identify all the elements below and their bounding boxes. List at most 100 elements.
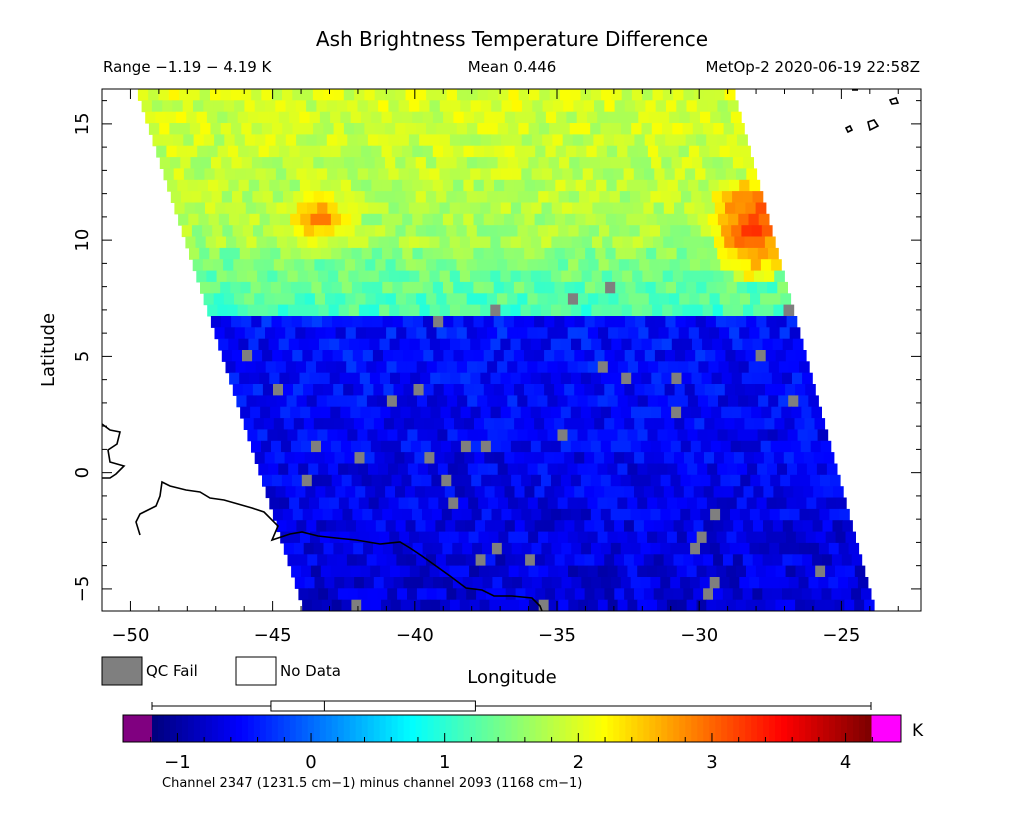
heatmap-cell [753,452,765,464]
heatmap-cell [363,418,375,430]
heatmap-cell [436,327,448,340]
heatmap-cell [620,406,632,419]
heatmap-cell [254,327,266,340]
heatmap-cell [577,361,589,374]
heatmap-cell [193,100,204,113]
heatmap-cell [247,304,259,317]
heatmap-cell [571,270,583,283]
heatmap-cell [786,316,798,328]
heatmap-cell [607,111,619,124]
heatmap-cell [535,145,546,158]
heatmap-cell [241,316,252,328]
heatmap-cell [808,577,819,589]
heatmap-cell [318,463,329,476]
colorbar-segment [277,715,285,742]
heatmap-cell [802,520,814,533]
heatmap-cell [657,497,668,510]
heatmap-cell [848,542,860,555]
heatmap-cell [264,293,275,306]
heatmap-cell [679,293,690,306]
heatmap-cell [430,372,441,385]
heatmap-cell [537,259,549,272]
heatmap-cell [743,270,755,283]
heatmap-cell [355,486,366,499]
heatmap-cell [381,599,392,611]
heatmap-cell [265,327,276,340]
heatmap-cell [304,293,316,306]
heatmap-cell [528,565,539,578]
heatmap-cell [625,316,636,328]
heatmap-cell [792,338,804,351]
heatmap-cell [782,338,794,351]
heatmap-cell [684,452,695,464]
heatmap-cell [287,554,298,567]
heatmap-cell [480,372,492,385]
heatmap-cell [436,554,447,567]
colorbar-segment [637,715,644,742]
heatmap-cell [645,281,657,294]
heatmap-cell [719,577,731,589]
heatmap-cell [691,191,702,203]
heatmap-cell [650,474,662,487]
heatmap-cell [462,542,473,555]
heatmap-cell [705,350,716,362]
heatmap-cell [767,281,778,294]
heatmap-cell [235,168,246,181]
heatmap-cell [561,270,572,283]
heatmap-cell [480,100,492,113]
heatmap-cell [819,508,830,521]
colorbar-segment [745,715,752,742]
heatmap-cell [541,577,553,589]
heatmap-cell [517,429,529,442]
heatmap-cell [753,270,765,283]
colorbar-segment [763,715,770,742]
heatmap-cell [581,577,592,589]
heatmap-cell [403,577,414,589]
heatmap-cell [391,145,403,158]
heatmap-cell [270,281,282,294]
heatmap-cell [412,281,424,294]
heatmap-cell [790,474,801,487]
heatmap-cell [643,486,655,499]
heatmap-cell [571,542,582,555]
heatmap-cell [741,372,753,385]
heatmap-cell [564,316,576,328]
heatmap-cell [749,542,760,555]
qc-fail-cell [597,361,609,374]
heatmap-cell [483,247,495,260]
heatmap-cell [272,508,284,521]
heatmap-cell [770,474,781,487]
heatmap-cell [349,531,361,544]
heatmap-cell [763,304,774,317]
heatmap-cell [494,145,505,158]
heatmap-cell [190,157,202,169]
heatmap-cell [709,327,720,340]
heatmap-cell [622,270,633,283]
heatmap-cell [695,316,707,328]
heatmap-cell [297,429,308,442]
heatmap-cell [418,497,429,510]
heatmap-cell [206,270,218,283]
heatmap-cell [310,406,321,419]
heatmap-cell [490,440,502,453]
heatmap-cell [696,134,707,147]
heatmap-cell [658,111,670,124]
heatmap-cell [580,474,592,487]
colorbar-segment [469,715,477,742]
colorbar-segment [193,715,201,742]
heatmap-cell [601,372,612,385]
heatmap-cell [364,123,376,135]
heatmap-cell [722,338,733,351]
heatmap-cell [572,202,583,215]
heatmap-cell [507,327,518,340]
heatmap-cell [640,191,651,203]
heatmap-cell [219,247,231,260]
heatmap-cell [570,440,582,453]
heatmap-cell [585,179,597,192]
heatmap-cell [555,179,567,192]
heatmap-cell [376,327,387,340]
colorbar-segment [835,715,842,742]
heatmap-cell [550,406,562,419]
heatmap-cell [631,406,642,419]
heatmap-cell [704,452,715,464]
